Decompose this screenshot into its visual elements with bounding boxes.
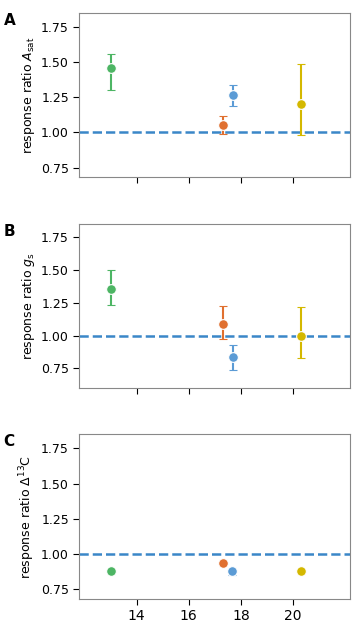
Text: B: B	[4, 223, 15, 238]
Y-axis label: response ratio $A_{\mathrm{sat}}$: response ratio $A_{\mathrm{sat}}$	[20, 37, 37, 154]
Text: A: A	[4, 13, 16, 28]
Text: C: C	[4, 434, 15, 450]
Y-axis label: response ratio $g_{\mathrm{s}}$: response ratio $g_{\mathrm{s}}$	[20, 252, 37, 360]
Y-axis label: response ratio $\Delta^{13}$C: response ratio $\Delta^{13}$C	[17, 455, 37, 579]
